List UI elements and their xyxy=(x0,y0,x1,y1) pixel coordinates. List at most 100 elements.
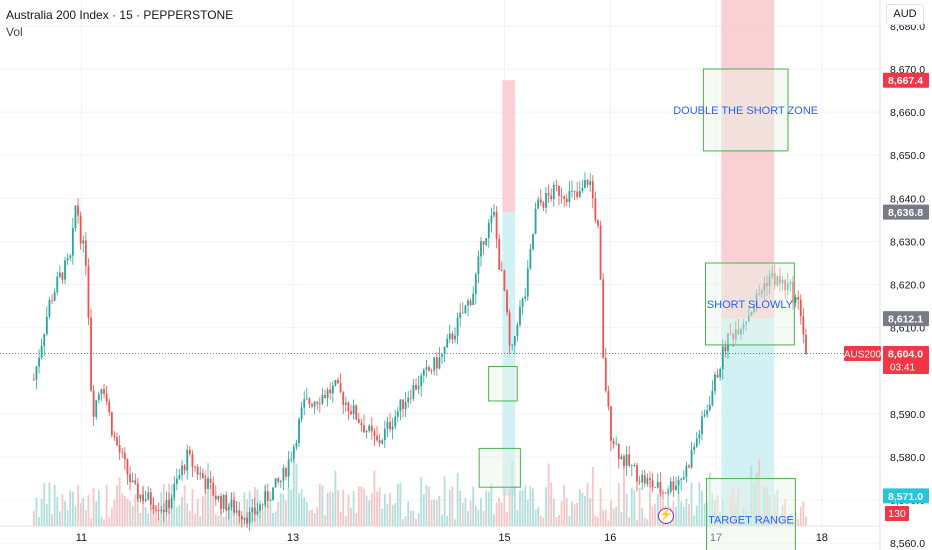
candle-body xyxy=(480,241,482,257)
candle-body xyxy=(698,434,701,439)
candle-body xyxy=(222,495,225,509)
price-marker xyxy=(883,488,929,504)
candle-body xyxy=(103,388,105,394)
lightning-icon[interactable]: ⚡ xyxy=(658,508,674,524)
candle-body xyxy=(277,478,280,482)
candle-body xyxy=(706,410,709,415)
volume-bar xyxy=(350,508,352,526)
volume-indicator-label[interactable]: Vol xyxy=(6,25,23,39)
candle-body xyxy=(542,202,545,208)
volume-bar xyxy=(597,517,599,526)
volume-bar xyxy=(792,518,794,526)
volume-bar xyxy=(428,486,430,526)
volume-bar xyxy=(604,509,607,526)
volume-bar xyxy=(464,498,467,526)
candle-body xyxy=(235,510,238,513)
volume-bar xyxy=(568,516,571,526)
volume-bar xyxy=(607,519,610,526)
candle-body xyxy=(134,480,137,484)
candle-body xyxy=(77,205,79,216)
chart-legend: Australia 200 Index · 15 · PEPPERSTONE V… xyxy=(6,7,233,41)
volume-bar xyxy=(391,504,394,526)
candle-body xyxy=(383,428,386,441)
symbol-title[interactable]: Australia 200 Index · 15 · PEPPERSTONE xyxy=(6,8,234,22)
volume-bar xyxy=(802,501,805,526)
candle-body xyxy=(495,211,498,239)
candle-body xyxy=(399,399,402,412)
volume-bar xyxy=(641,508,644,526)
candle-body xyxy=(279,480,282,482)
volume-bar xyxy=(136,494,139,526)
candle-body xyxy=(71,228,74,256)
volume-bar xyxy=(539,515,542,526)
price-marker-label: 8,604.0 xyxy=(888,349,923,361)
candle-body xyxy=(422,369,425,376)
candle-body xyxy=(79,215,82,244)
candle-body xyxy=(646,478,649,484)
candle-body xyxy=(584,180,586,189)
volume-bar xyxy=(682,506,685,526)
volume-bar xyxy=(38,517,40,526)
volume-bar xyxy=(79,503,82,526)
volume-bar xyxy=(589,498,592,526)
y-tick-label: 8,650.0 xyxy=(890,150,925,162)
volume-bar xyxy=(308,510,311,526)
volume-bar xyxy=(685,498,688,526)
volume-bar xyxy=(563,484,566,526)
volume-bar xyxy=(581,492,584,526)
volume-bar xyxy=(727,515,729,526)
candle-body xyxy=(695,438,698,447)
volume-bar xyxy=(742,508,745,526)
candle-body xyxy=(701,416,703,435)
candle-body xyxy=(199,473,202,475)
y-tick-label: 8,620.0 xyxy=(890,280,925,292)
volume-bar xyxy=(355,513,358,526)
price-marker xyxy=(883,204,929,220)
volume-bar xyxy=(560,501,563,526)
volume-bar xyxy=(404,516,407,526)
candle-body xyxy=(451,333,454,340)
candle-body xyxy=(194,466,196,468)
volume-bar xyxy=(209,485,212,526)
volume-bar xyxy=(409,510,412,526)
volume-bar xyxy=(183,484,186,526)
candle-body xyxy=(394,416,397,427)
volume-bar xyxy=(659,484,662,526)
volume-bar xyxy=(311,509,313,526)
volume-bar xyxy=(649,481,651,526)
candle-body xyxy=(682,477,685,480)
candle-body xyxy=(459,312,462,318)
volume-bar xyxy=(435,500,438,526)
candle-body xyxy=(734,329,737,340)
volume-bar xyxy=(35,497,38,526)
volume-bar xyxy=(118,477,121,526)
candle-body xyxy=(92,390,95,417)
candle-body xyxy=(524,296,527,299)
candle-body xyxy=(350,411,352,414)
candle-body xyxy=(186,449,189,471)
candle-body xyxy=(170,497,173,508)
volume-bar xyxy=(425,485,428,526)
candle-body xyxy=(420,375,423,387)
volume-bar xyxy=(781,504,784,526)
volume-bar xyxy=(578,489,581,526)
candle-body xyxy=(675,485,677,490)
candle-body xyxy=(407,397,410,402)
volume-bar xyxy=(222,516,225,526)
volume-bar xyxy=(477,510,480,526)
candle-body xyxy=(139,494,142,499)
currency-button[interactable]: AUD xyxy=(886,4,924,25)
candle-body xyxy=(212,482,215,496)
volume-bar xyxy=(108,517,111,526)
volume-bar xyxy=(165,516,168,526)
candle-body xyxy=(732,333,735,340)
candle-body xyxy=(636,465,638,482)
candle-body xyxy=(344,402,347,405)
candle-body xyxy=(152,504,155,510)
volume-bar xyxy=(498,497,501,526)
candle-body xyxy=(389,421,391,430)
volume-bar xyxy=(48,482,51,526)
y-tick-label: 8,560.0 xyxy=(890,538,925,550)
